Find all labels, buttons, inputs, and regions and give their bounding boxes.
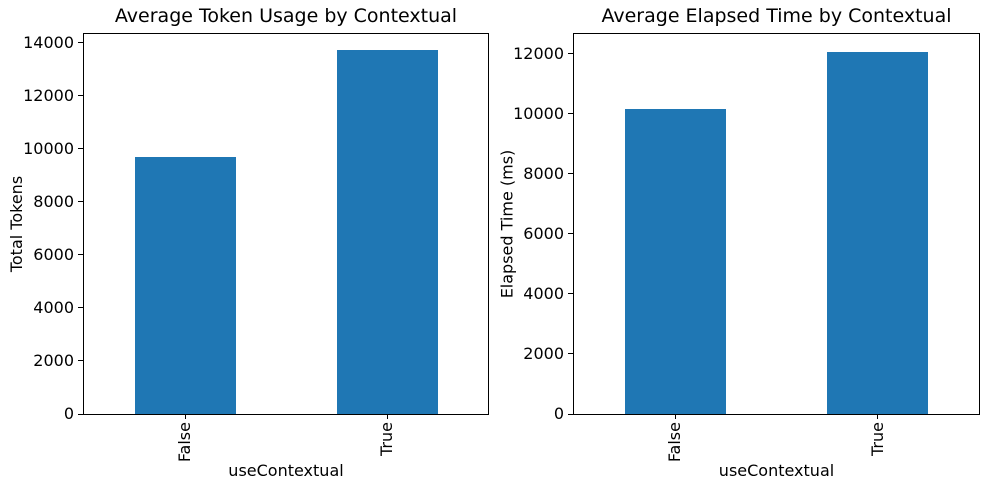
y-tick-mark bbox=[568, 53, 573, 55]
y-tick-mark bbox=[78, 307, 83, 309]
plot-area: 0 2000 4000 6000 8000 10000 12000 14000 False Tru… bbox=[23, 33, 489, 462]
y-tick-label: 0 bbox=[553, 404, 564, 423]
y-tick-mark bbox=[568, 293, 573, 295]
y-tick-label: 2000 bbox=[523, 343, 564, 363]
y-tick-mark bbox=[78, 413, 83, 415]
y-axis-label: Total Tokens bbox=[4, 33, 30, 415]
x-axis-label: useContextual bbox=[228, 461, 344, 480]
y-tick-label: 0 bbox=[63, 404, 74, 423]
y-tick-label: 8000 bbox=[33, 191, 74, 211]
y-tick-mark bbox=[568, 413, 573, 415]
x-tick-label: False bbox=[665, 422, 685, 463]
bar-true bbox=[336, 50, 438, 414]
x-tick-mark bbox=[674, 414, 676, 419]
y-tick-mark bbox=[78, 95, 83, 97]
y-tick-mark bbox=[78, 360, 83, 362]
x-tick-mark bbox=[184, 414, 186, 419]
y-tick-label: 6000 bbox=[523, 223, 564, 243]
x-tick-mark bbox=[386, 414, 388, 419]
plot-area: 0 2000 4000 6000 8000 10000 12000 False True bbox=[513, 33, 980, 462]
y-tick-mark bbox=[568, 173, 573, 175]
y-tick-mark bbox=[568, 353, 573, 355]
y-tick-mark bbox=[78, 254, 83, 256]
y-axis-label-text: Elapsed Time (ms) bbox=[497, 149, 516, 299]
x-tick-mark bbox=[877, 414, 879, 419]
bar-true bbox=[827, 51, 929, 414]
x-tick-label: False bbox=[175, 422, 194, 463]
y-tick-label: 14000 bbox=[23, 32, 74, 52]
bar-false bbox=[134, 156, 236, 414]
y-tick-label: 8000 bbox=[523, 163, 564, 183]
y-tick-mark bbox=[78, 42, 83, 44]
y-tick-label: 4000 bbox=[33, 297, 74, 317]
y-tick-label: 12000 bbox=[23, 85, 74, 105]
y-tick-label: 10000 bbox=[513, 103, 564, 123]
y-tick-label: 4000 bbox=[523, 283, 564, 303]
y-tick-mark bbox=[568, 233, 573, 235]
y-tick-label: 2000 bbox=[33, 350, 74, 370]
chart-title: Average Elapsed Time by Contextual bbox=[601, 5, 952, 27]
y-tick-label: 12000 bbox=[513, 43, 564, 63]
chart-title: Average Token Usage by Contextual bbox=[114, 5, 458, 27]
y-tick-label: 6000 bbox=[33, 244, 74, 264]
y-axis-label: Elapsed Time (ms) bbox=[494, 33, 520, 415]
y-tick-mark bbox=[568, 113, 573, 115]
y-tick-mark bbox=[78, 148, 83, 150]
y-axis-label-text: Total Tokens bbox=[7, 175, 26, 273]
y-tick-label: 10000 bbox=[23, 138, 74, 158]
x-axis-label: useContextual bbox=[718, 461, 835, 480]
x-tick-label: True bbox=[377, 422, 396, 456]
y-tick-mark bbox=[78, 201, 83, 203]
bar-false bbox=[624, 108, 726, 414]
x-tick-label: True bbox=[867, 422, 887, 456]
